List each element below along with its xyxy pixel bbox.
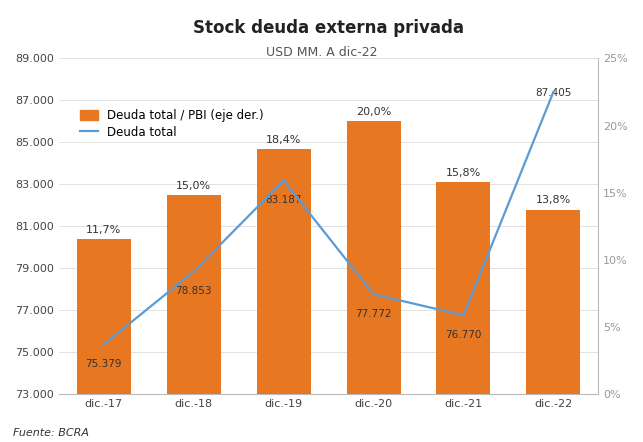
Text: 78.853: 78.853: [176, 286, 212, 296]
Bar: [257, 149, 311, 394]
Text: 20,0%: 20,0%: [356, 107, 391, 117]
Text: 11,7%: 11,7%: [86, 225, 122, 235]
Text: USD MM. A dic-22: USD MM. A dic-22: [266, 46, 377, 59]
Text: 15,0%: 15,0%: [176, 181, 211, 191]
Text: 87.405: 87.405: [535, 88, 572, 98]
Text: 18,4%: 18,4%: [266, 134, 302, 145]
Bar: [527, 210, 581, 394]
Text: 76.770: 76.770: [446, 330, 482, 340]
Text: 15,8%: 15,8%: [446, 168, 481, 178]
Title: Stock deuda externa privada: Stock deuda externa privada: [193, 19, 464, 38]
Bar: [347, 122, 401, 394]
Bar: [167, 195, 221, 394]
Legend: Deuda total / PBI (eje der.), Deuda total: Deuda total / PBI (eje der.), Deuda tota…: [75, 105, 269, 144]
Text: 77.772: 77.772: [356, 309, 392, 319]
Text: Fuente: BCRA: Fuente: BCRA: [13, 427, 89, 438]
Text: 83.187: 83.187: [266, 195, 302, 205]
Text: 75.379: 75.379: [86, 359, 122, 369]
Text: 13,8%: 13,8%: [536, 195, 571, 206]
Bar: [77, 239, 131, 394]
Bar: [437, 183, 491, 394]
